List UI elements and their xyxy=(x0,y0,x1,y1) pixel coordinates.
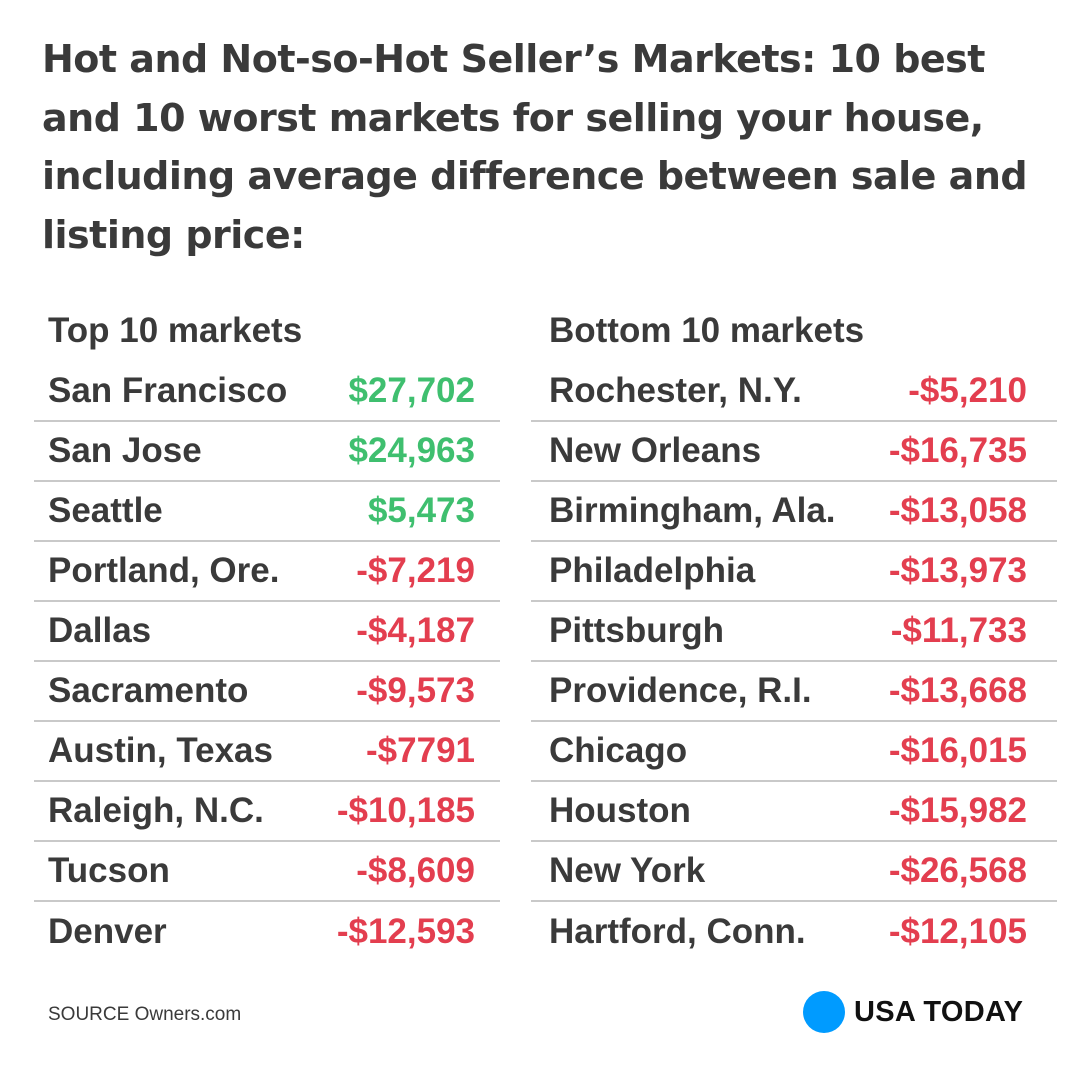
table-row: Rochester, N.Y. -$5,210 xyxy=(531,362,1057,422)
market-city: Raleigh, N.C. xyxy=(48,791,264,830)
market-city: Chicago xyxy=(549,731,688,770)
brand-name: USA TODAY xyxy=(854,995,1024,1028)
market-city: Rochester, N.Y. xyxy=(549,371,802,410)
table-row: Portland, Ore. -$7,219 xyxy=(34,542,500,602)
market-city: Houston xyxy=(549,791,691,830)
market-city: San Francisco xyxy=(48,371,288,410)
price-difference-value: -$16,735 xyxy=(888,431,1027,470)
table-row: Denver -$12,593 xyxy=(34,902,500,962)
market-city: Seattle xyxy=(48,491,163,530)
price-difference-value: -$16,015 xyxy=(888,731,1027,770)
price-difference-value: -$7791 xyxy=(366,731,475,770)
market-city: Pittsburgh xyxy=(549,611,724,650)
price-difference-value: -$12,593 xyxy=(336,912,475,951)
market-city: Providence, R.I. xyxy=(549,671,812,710)
market-city: Hartford, Conn. xyxy=(549,912,806,951)
table-row: Seattle $5,473 xyxy=(34,482,500,542)
table-row: Chicago -$16,015 xyxy=(531,722,1057,782)
price-difference-value: -$12,105 xyxy=(888,912,1027,951)
top-markets-column: Top 10 markets San Francisco $27,702 San J… xyxy=(34,300,500,962)
table-row: Dallas -$4,187 xyxy=(34,602,500,662)
market-city: Denver xyxy=(48,912,167,951)
price-difference-value: -$13,058 xyxy=(888,491,1027,530)
price-difference-value: $27,702 xyxy=(348,371,475,410)
price-difference-value: -$13,668 xyxy=(888,671,1027,710)
price-difference-value: -$15,982 xyxy=(888,791,1027,830)
market-city: Portland, Ore. xyxy=(48,551,280,590)
table-row: Hartford, Conn. -$12,105 xyxy=(531,902,1057,962)
price-difference-value: $24,963 xyxy=(348,431,475,470)
table-row: Sacramento -$9,573 xyxy=(34,662,500,722)
chart-title: Hot and Not-so-Hot Seller’s Markets: 10 … xyxy=(42,37,1028,257)
table-row: Tucson -$8,609 xyxy=(34,842,500,902)
table-row: Pittsburgh -$11,733 xyxy=(531,602,1057,662)
table-row: Houston -$15,982 xyxy=(531,782,1057,842)
table-row: Birmingham, Ala. -$13,058 xyxy=(531,482,1057,542)
market-city: Philadelphia xyxy=(549,551,756,590)
top-markets-rows: San Francisco $27,702 San Jose $24,963 Seatt… xyxy=(34,362,500,962)
brand-logo: USA TODAY xyxy=(803,991,1023,1033)
table-row: Raleigh, N.C. -$10,185 xyxy=(34,782,500,842)
price-difference-value: -$4,187 xyxy=(356,611,475,650)
price-difference-value: -$8,609 xyxy=(356,851,475,890)
price-difference-value: -$13,973 xyxy=(888,551,1027,590)
price-difference-value: $5,473 xyxy=(367,491,475,530)
market-city: Austin, Texas xyxy=(48,731,273,770)
price-difference-value: -$26,568 xyxy=(888,851,1027,890)
market-city: Tucson xyxy=(48,851,170,890)
table-row: New Orleans -$16,735 xyxy=(531,422,1057,482)
table-row: San Jose $24,963 xyxy=(34,422,500,482)
market-city: Dallas xyxy=(48,611,152,650)
market-city: San Jose xyxy=(48,431,202,470)
table-row: Philadelphia -$13,973 xyxy=(531,542,1057,602)
bottom-markets-column: Bottom 10 markets Rochester, N.Y. -$5,210… xyxy=(531,300,1057,962)
brand-dot-icon xyxy=(803,991,845,1033)
price-difference-value: -$10,185 xyxy=(336,791,475,830)
market-city: Birmingham, Ala. xyxy=(549,491,836,530)
table-row: San Francisco $27,702 xyxy=(34,362,500,422)
table-row: Providence, R.I. -$13,668 xyxy=(531,662,1057,722)
top-markets-heading: Top 10 markets xyxy=(48,311,303,350)
table-row: Austin, Texas -$7791 xyxy=(34,722,500,782)
price-difference-value: -$9,573 xyxy=(356,671,475,710)
table-row: New York -$26,568 xyxy=(531,842,1057,902)
market-city: New York xyxy=(549,851,706,890)
bottom-markets-rows: Rochester, N.Y. -$5,210 New Orleans -$16,73… xyxy=(531,362,1057,962)
price-difference-value: -$5,210 xyxy=(908,371,1027,410)
bottom-markets-heading: Bottom 10 markets xyxy=(549,311,865,350)
market-city: Sacramento xyxy=(48,671,249,710)
price-difference-value: -$7,219 xyxy=(356,551,475,590)
price-difference-value: -$11,733 xyxy=(890,611,1027,650)
market-city: New Orleans xyxy=(549,431,762,470)
source-note: SOURCE Owners.com xyxy=(48,1004,242,1025)
